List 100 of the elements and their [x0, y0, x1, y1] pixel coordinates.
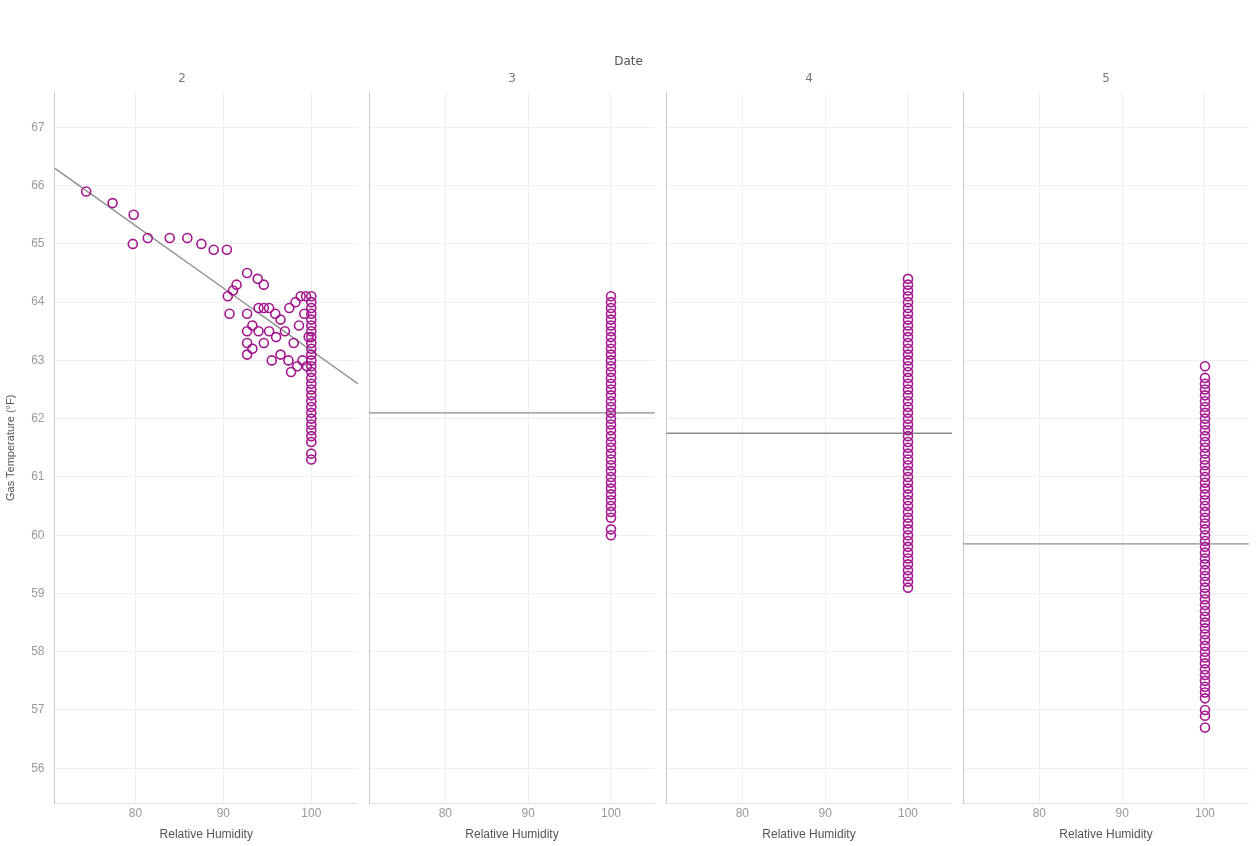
point [1199, 395, 1211, 407]
point [605, 401, 617, 413]
point [605, 442, 617, 454]
point [1199, 454, 1211, 465]
point [1199, 553, 1211, 564]
point [605, 390, 617, 401]
x-tick-label: 80 [438, 805, 453, 820]
point [1199, 430, 1211, 442]
point [902, 553, 914, 564]
point [902, 500, 914, 512]
point [1199, 518, 1211, 529]
point [1199, 628, 1211, 640]
point [1199, 704, 1211, 716]
point [1199, 681, 1211, 692]
point [605, 343, 617, 355]
point [605, 331, 617, 343]
x-axis-title: Relative Humidity [465, 827, 559, 842]
point [605, 413, 617, 424]
point [1199, 390, 1211, 401]
point [902, 419, 914, 430]
point [605, 355, 617, 366]
point [1199, 535, 1211, 547]
point [1199, 634, 1211, 646]
chart-title: 2 [178, 71, 186, 86]
point [1199, 378, 1211, 390]
point [902, 395, 914, 407]
point [1199, 564, 1211, 576]
point [605, 524, 617, 535]
point [605, 425, 617, 436]
point [1199, 640, 1211, 652]
point [902, 390, 914, 401]
y-tick-label: 63 [31, 352, 45, 367]
point [605, 483, 617, 494]
point [1199, 372, 1211, 384]
point [1199, 419, 1211, 430]
point [902, 291, 914, 302]
point [902, 512, 914, 524]
point [1199, 413, 1211, 424]
point [605, 465, 617, 477]
point [1199, 489, 1211, 500]
point [605, 291, 617, 302]
point [902, 582, 914, 593]
point [1199, 593, 1211, 605]
point [605, 378, 617, 390]
y-tick-label: 61 [31, 469, 45, 484]
point [1199, 710, 1211, 722]
point [1199, 617, 1211, 628]
y-tick-label: 65 [31, 236, 45, 251]
point [902, 366, 914, 378]
point [1199, 407, 1211, 419]
point [1199, 529, 1211, 541]
point [605, 459, 617, 471]
chart-title: 4 [805, 71, 813, 86]
point [1199, 582, 1211, 593]
point [902, 308, 914, 320]
chart-title: 5 [1102, 71, 1110, 86]
point [902, 331, 914, 343]
point [1199, 384, 1211, 395]
point [902, 337, 914, 349]
point [902, 325, 914, 337]
point [902, 489, 914, 500]
point [1199, 459, 1211, 471]
point [1199, 442, 1211, 454]
point [1199, 541, 1211, 553]
point [605, 366, 617, 378]
x-tick-label: 90 [818, 805, 833, 820]
point [605, 337, 617, 349]
point [902, 471, 914, 483]
y-tick-label: 62 [31, 410, 45, 425]
point [1199, 360, 1211, 372]
point [1199, 425, 1211, 436]
point [1199, 570, 1211, 582]
point [902, 378, 914, 390]
point [1199, 559, 1211, 570]
point [605, 296, 617, 308]
y-axis-title: Gas Temperature (°F) [3, 394, 16, 501]
point [1199, 611, 1211, 623]
point [902, 285, 914, 296]
point [902, 570, 914, 582]
point [605, 500, 617, 512]
x-axis-title: Relative Humidity [762, 827, 856, 842]
point [1199, 599, 1211, 611]
point [902, 454, 914, 465]
point [1199, 687, 1211, 698]
point [902, 442, 914, 454]
point [1199, 471, 1211, 483]
x-tick-label: 80 [128, 805, 143, 820]
point [902, 541, 914, 553]
point [902, 518, 914, 529]
point [1199, 646, 1211, 658]
point [605, 512, 617, 524]
y-tick-label: 58 [31, 644, 45, 659]
x-axis-title: Relative Humidity [1059, 827, 1153, 842]
point [1199, 663, 1211, 675]
x-tick-label: 100 [897, 805, 919, 820]
point [605, 360, 617, 372]
point [902, 302, 914, 314]
point [1199, 675, 1211, 687]
point [1199, 605, 1211, 617]
point [1199, 547, 1211, 558]
